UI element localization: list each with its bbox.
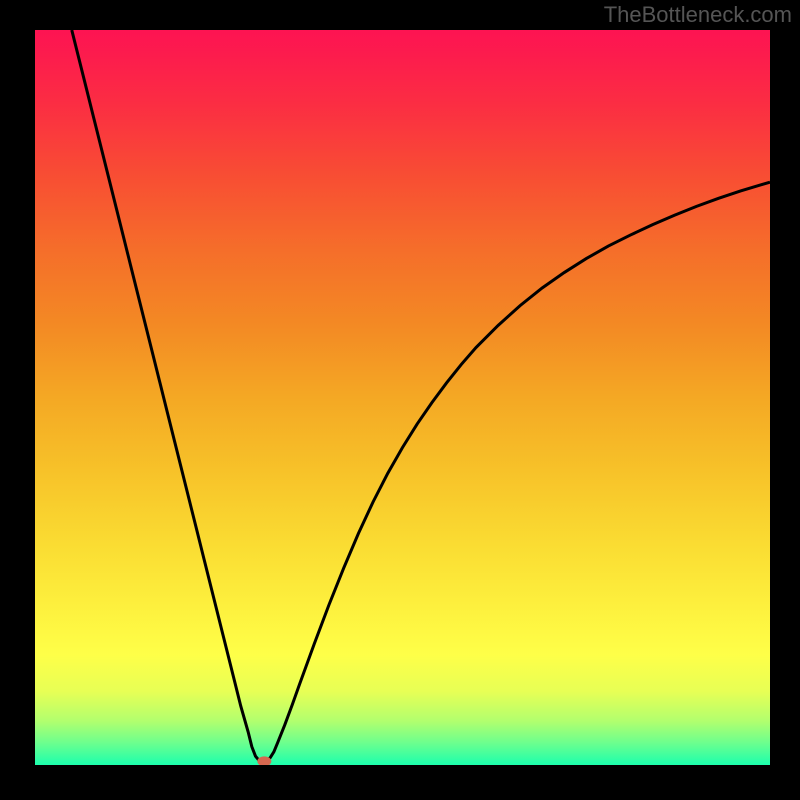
bottleneck-chart: TheBottleneck.com (0, 0, 800, 800)
attribution-label: TheBottleneck.com (604, 2, 792, 28)
plot-background (35, 30, 770, 765)
optimum-marker (257, 756, 271, 766)
chart-svg (0, 0, 800, 800)
